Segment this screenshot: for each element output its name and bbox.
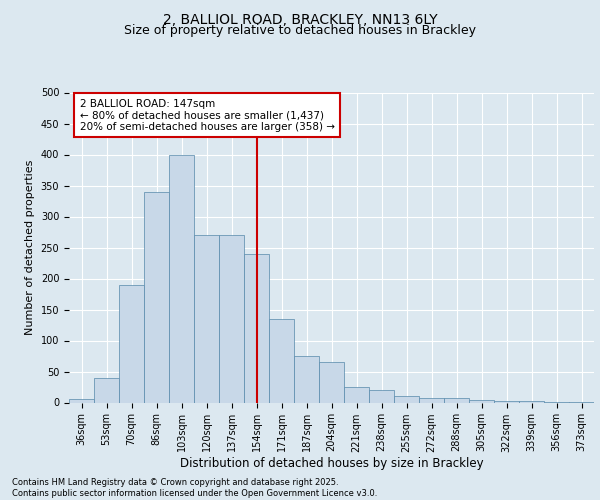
Text: Contains HM Land Registry data © Crown copyright and database right 2025.
Contai: Contains HM Land Registry data © Crown c… bbox=[12, 478, 377, 498]
Bar bbox=[369, 390, 394, 402]
Bar bbox=[219, 235, 244, 402]
Text: 2 BALLIOL ROAD: 147sqm
← 80% of detached houses are smaller (1,437)
20% of semi-: 2 BALLIOL ROAD: 147sqm ← 80% of detached… bbox=[79, 98, 335, 132]
Bar bbox=[269, 319, 294, 402]
Bar bbox=[394, 396, 419, 402]
Bar bbox=[194, 235, 219, 402]
Bar bbox=[294, 356, 319, 403]
Bar bbox=[344, 387, 369, 402]
Bar bbox=[94, 378, 119, 402]
Y-axis label: Number of detached properties: Number of detached properties bbox=[25, 160, 35, 335]
Bar bbox=[444, 398, 469, 402]
Bar bbox=[144, 192, 169, 402]
Bar bbox=[244, 254, 269, 402]
Bar bbox=[319, 362, 344, 403]
Text: Size of property relative to detached houses in Brackley: Size of property relative to detached ho… bbox=[124, 24, 476, 37]
Bar bbox=[469, 400, 494, 402]
Bar bbox=[169, 154, 194, 402]
Text: 2, BALLIOL ROAD, BRACKLEY, NN13 6LY: 2, BALLIOL ROAD, BRACKLEY, NN13 6LY bbox=[163, 12, 437, 26]
Bar bbox=[419, 398, 444, 402]
Bar bbox=[119, 284, 144, 403]
X-axis label: Distribution of detached houses by size in Brackley: Distribution of detached houses by size … bbox=[179, 458, 484, 470]
Bar bbox=[69, 400, 94, 402]
